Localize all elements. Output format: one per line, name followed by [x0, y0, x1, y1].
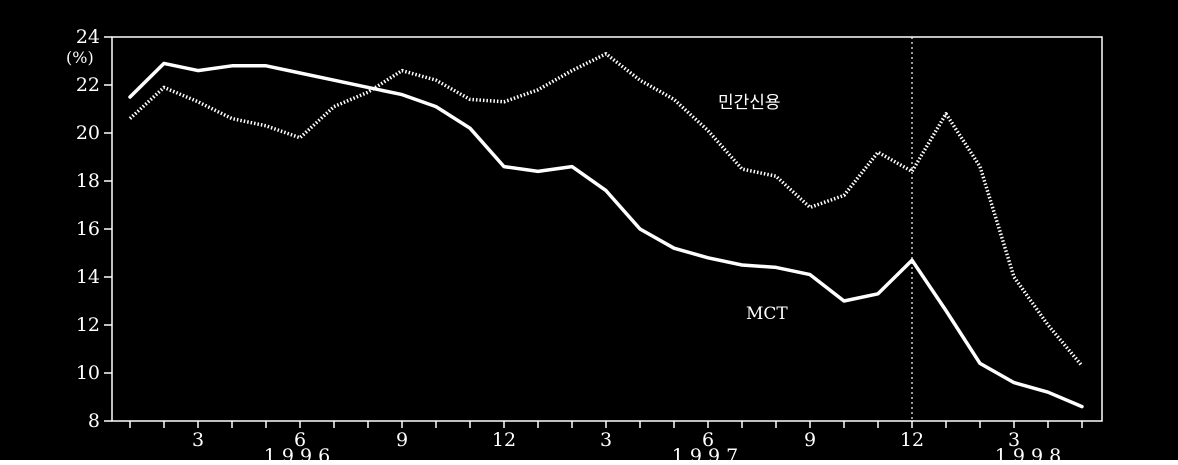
- x-tick-label: 3: [600, 429, 612, 451]
- series-layer: [128, 52, 1084, 409]
- series-label-private-credit: 민간신용: [718, 93, 781, 113]
- series-label-mct: MCT: [746, 304, 788, 324]
- y-tick-label: 20: [76, 122, 100, 144]
- y-tick-label: 8: [88, 410, 100, 432]
- series-line-mct: [128, 61, 1084, 409]
- y-axis: 8 10 12 14 16 18 20 22 24: [76, 26, 112, 432]
- x-tick-label: 9: [396, 429, 408, 451]
- x-tick-label: 6: [702, 429, 714, 451]
- y-tick-label: 10: [76, 362, 100, 384]
- x-tick-label: 6: [294, 429, 306, 451]
- x-tick-label: 12: [900, 429, 924, 451]
- y-axis-label: (%): [66, 48, 94, 67]
- y-tick-label: 14: [76, 266, 100, 288]
- y-tick-label: 22: [76, 74, 100, 96]
- series-line-private-credit: [128, 52, 1084, 367]
- x-tick-label: 12: [492, 429, 516, 451]
- x-tick-label: 9: [804, 429, 816, 451]
- year-label: 1997: [672, 445, 744, 460]
- y-tick-label: 12: [76, 314, 100, 336]
- x-tick-label: 3: [192, 429, 204, 451]
- y-tick-label: 24: [76, 26, 100, 48]
- y-tick-label: 18: [76, 170, 100, 192]
- y-tick-label: 16: [76, 218, 100, 240]
- x-tick-label: 3: [1008, 429, 1020, 451]
- year-label: 1996: [264, 445, 336, 460]
- year-label: 1998: [995, 445, 1067, 460]
